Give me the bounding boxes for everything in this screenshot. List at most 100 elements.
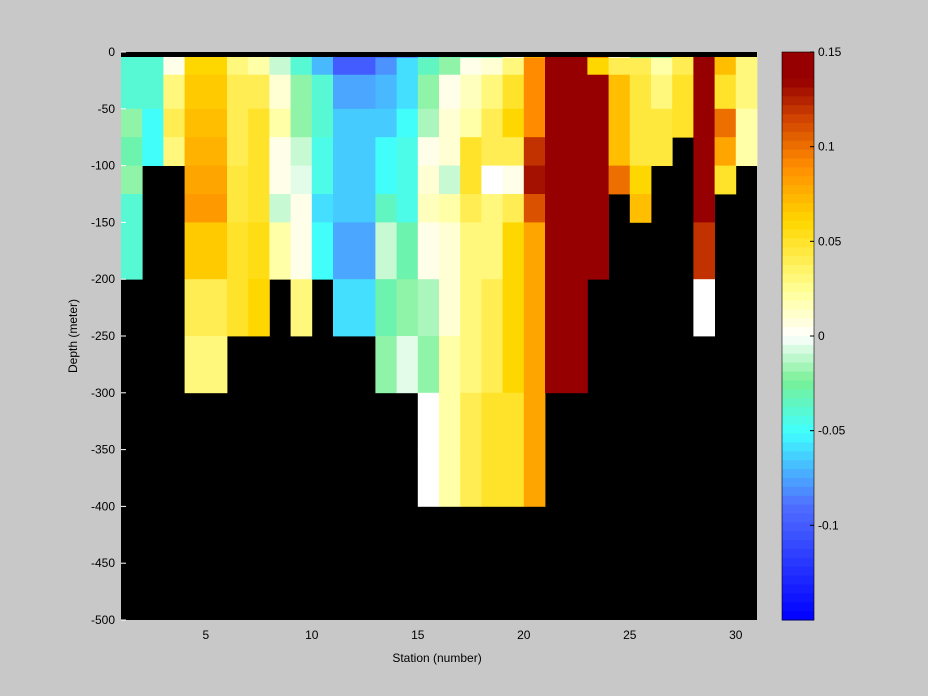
colorbar-segment xyxy=(782,114,814,124)
colorbar-segment xyxy=(782,424,814,435)
heatmap-cell xyxy=(502,74,525,110)
x-tick-label: 10 xyxy=(305,628,319,642)
colorbar-segment xyxy=(782,87,814,97)
heatmap-cell xyxy=(142,74,164,110)
heatmap-cell xyxy=(417,449,440,507)
heatmap-cell xyxy=(629,165,652,195)
heatmap-cell xyxy=(333,194,355,223)
colorbar-segment xyxy=(782,398,814,408)
heatmap-cell xyxy=(121,194,143,223)
heatmap-cell xyxy=(227,279,249,337)
heatmap-cell xyxy=(205,194,228,223)
heatmap-cell xyxy=(290,74,313,110)
heatmap-cell xyxy=(333,137,355,166)
heatmap-cell xyxy=(629,108,652,138)
heatmap-cell xyxy=(460,449,482,507)
colorbar-segment xyxy=(782,229,814,239)
heatmap-cell xyxy=(417,165,440,195)
heatmap-cell xyxy=(735,108,758,138)
heatmap-cell xyxy=(502,392,525,450)
colorbar-segment xyxy=(782,433,814,444)
colorbar-segment xyxy=(782,220,814,231)
heatmap-cell xyxy=(121,57,143,76)
colorbar-segment xyxy=(782,557,814,568)
heatmap-cell xyxy=(184,57,207,76)
heatmap-cell xyxy=(396,194,419,223)
heatmap-cell xyxy=(502,165,525,195)
heatmap-cell xyxy=(693,222,715,280)
heatmap-cell xyxy=(354,165,376,195)
heatmap-cell xyxy=(439,392,461,450)
colorbar-segment xyxy=(782,300,814,310)
colorbar-segment xyxy=(782,575,814,586)
heatmap-cell xyxy=(375,108,397,138)
x-tick-label: 5 xyxy=(202,628,209,642)
heatmap-cell xyxy=(417,57,440,76)
heatmap-cell xyxy=(290,194,313,223)
heatmap-cell xyxy=(693,194,715,223)
heatmap-cell xyxy=(311,222,334,280)
colorbar-segment xyxy=(782,389,814,399)
colorbar-segment xyxy=(782,353,814,364)
heatmap-cell xyxy=(439,279,461,337)
colorbar-segment xyxy=(782,504,814,515)
colorbar-segment xyxy=(782,273,814,284)
y-tick-label: -350 xyxy=(91,443,115,457)
x-axis: 5 10 15 20 25 30 xyxy=(202,615,743,642)
heatmap-cell xyxy=(290,57,313,76)
colorbar-segment xyxy=(782,309,814,319)
heatmap-cell xyxy=(290,222,313,280)
heatmap-cell xyxy=(205,74,228,110)
heatmap-cell xyxy=(481,336,503,394)
heatmap-cell xyxy=(460,336,482,394)
colorbar-tick-label: -0.05 xyxy=(818,424,846,438)
y-tick-label: -250 xyxy=(91,329,115,343)
heatmap-cell xyxy=(502,57,525,76)
heatmap-cell xyxy=(184,194,207,223)
y-tick-label: -150 xyxy=(91,215,115,229)
heatmap-cell xyxy=(227,57,249,76)
heatmap-cell xyxy=(460,74,482,110)
heatmap-cell xyxy=(672,57,694,76)
heatmap-cell xyxy=(735,137,758,166)
colorbar-segment xyxy=(782,202,814,213)
heatmap-cell xyxy=(714,57,737,76)
heatmap-cell xyxy=(163,74,185,110)
heatmap-cell xyxy=(439,449,461,507)
heatmap-cell xyxy=(523,74,546,110)
colorbar-segment xyxy=(782,380,814,390)
colorbar-tick-label: 0.05 xyxy=(818,234,842,248)
colorbar-segment xyxy=(782,371,814,381)
heatmap-cell xyxy=(375,279,397,337)
heatmap-cell xyxy=(121,165,143,195)
colorbar-segment xyxy=(782,531,814,541)
heatmap-cell xyxy=(417,392,440,450)
heatmap-cell xyxy=(354,279,376,337)
heatmap-cell xyxy=(311,194,334,223)
colorbar-segment xyxy=(782,611,814,621)
heatmap-cell xyxy=(481,194,503,223)
heatmap-cell xyxy=(121,74,143,110)
y-tick-label: -450 xyxy=(91,556,115,570)
heatmap-cell xyxy=(375,74,397,110)
heatmap-cell xyxy=(375,222,397,280)
heatmap-cell xyxy=(417,336,440,394)
heatmap-cell xyxy=(693,74,715,110)
heatmap-cell xyxy=(587,137,609,166)
heatmap-cell xyxy=(121,108,143,138)
heatmap-cell xyxy=(375,137,397,166)
heatmap-cell xyxy=(227,137,249,166)
heatmap-cell xyxy=(248,74,270,110)
heatmap-cell xyxy=(587,57,609,76)
colorbar-segment xyxy=(782,194,814,204)
heatmap-cell xyxy=(460,108,482,138)
heatmap-cell xyxy=(142,137,164,166)
heatmap-cell xyxy=(396,108,419,138)
heatmap-cell xyxy=(714,108,737,138)
heatmap-cell xyxy=(248,108,270,138)
heatmap-cell xyxy=(417,108,440,138)
heatmap-cell xyxy=(311,57,334,76)
heatmap-cell xyxy=(523,165,546,195)
colorbar-segment xyxy=(782,549,814,559)
heatmap-cell xyxy=(375,194,397,223)
